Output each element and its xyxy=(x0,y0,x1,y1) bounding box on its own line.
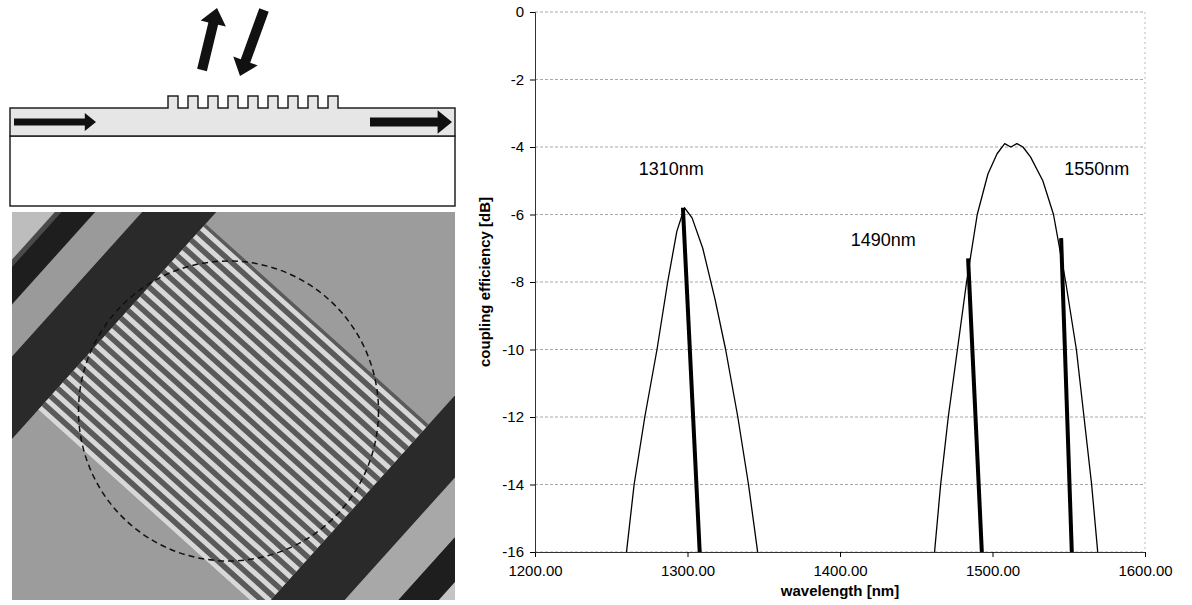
x-tick-label: 1400.00 xyxy=(813,562,867,579)
x-tick-mark xyxy=(688,552,689,557)
y-tick-label: -6 xyxy=(511,206,524,223)
efficiency-curve xyxy=(935,144,1098,552)
x-axis: 1200.00 1300.00 1400.00 1500.00 1600.00 xyxy=(508,552,1172,579)
schematic xyxy=(10,8,455,206)
sem-grating-line xyxy=(179,250,405,454)
y-tick-mark xyxy=(530,282,535,283)
y-tick: -2 xyxy=(511,71,535,88)
x-tick-mark xyxy=(1145,552,1146,557)
y-tick: -8 xyxy=(511,273,535,290)
y-tick-label: -12 xyxy=(502,408,524,425)
y-axis-line xyxy=(530,13,536,553)
grid-line xyxy=(535,79,1145,80)
grid-line xyxy=(535,282,1145,283)
grid-line xyxy=(535,417,1145,418)
x-tick: 1600.00 xyxy=(1118,552,1172,579)
x-tick: 1500.00 xyxy=(966,552,1020,579)
grid-line xyxy=(535,349,1145,350)
sem-fiber-spot xyxy=(79,261,379,561)
grid-line xyxy=(535,12,1145,13)
plot-frame xyxy=(1145,12,1146,552)
chart: 1200.00 1300.00 1400.00 1500.00 1600.00 0 -2 -4… xyxy=(476,3,1173,599)
x-tick-mark xyxy=(840,552,841,557)
y-tick-mark xyxy=(530,12,535,13)
arrow-down xyxy=(233,8,268,76)
grid-line xyxy=(535,484,1145,485)
sem-structure xyxy=(12,212,455,600)
sem-grating-area xyxy=(38,224,428,600)
y-tick-mark xyxy=(530,417,535,418)
sem-grating-line xyxy=(200,226,426,430)
substrate xyxy=(10,136,455,206)
y-tick-label: 0 xyxy=(516,3,524,20)
y-tick: 0 xyxy=(516,3,535,20)
arrow-up xyxy=(197,8,226,71)
x-tick: 1300.00 xyxy=(661,552,715,579)
y-tick-label: -16 xyxy=(502,543,524,560)
y-tick: -16 xyxy=(502,543,535,560)
annotation: 1550nm xyxy=(1064,159,1129,179)
sem-image xyxy=(0,0,842,605)
y-tick-mark xyxy=(530,485,535,486)
arrow-out xyxy=(370,110,452,133)
sem-waveguide xyxy=(12,212,455,600)
filter-edge-line xyxy=(1061,238,1072,552)
y-tick-label: -8 xyxy=(511,273,524,290)
y-tick-mark xyxy=(530,350,535,351)
efficiency-curve xyxy=(627,208,758,552)
annotation: 1490nm xyxy=(851,230,916,250)
y-tick: -6 xyxy=(511,206,535,223)
filter-edge-line xyxy=(968,258,982,552)
x-tick-label: 1300.00 xyxy=(661,562,715,579)
arrow-in xyxy=(14,113,96,131)
y-axis-title: coupling efficiency [dB] xyxy=(476,197,493,367)
y-tick: -12 xyxy=(502,408,535,425)
annotation: 1310nm xyxy=(639,159,704,179)
x-axis-line xyxy=(536,553,1146,558)
y-tick-label: -10 xyxy=(502,341,524,358)
x-tick-label: 1200.00 xyxy=(508,562,562,579)
waveguide-layer xyxy=(10,96,455,136)
plot-lines xyxy=(627,144,1098,552)
canvas: 1200.00 1300.00 1400.00 1500.00 1600.00 0 -2 -4… xyxy=(0,0,1192,605)
x-tick-label: 1600.00 xyxy=(1118,562,1172,579)
filter-edge-line xyxy=(683,208,700,552)
y-tick-label: -4 xyxy=(511,138,524,155)
x-tick-mark xyxy=(993,552,994,557)
sem-grating-line xyxy=(193,234,419,438)
y-tick: -14 xyxy=(502,476,535,493)
sem-grating-line xyxy=(172,258,398,462)
x-tick: 1400.00 xyxy=(813,552,867,579)
y-tick-mark xyxy=(530,552,535,553)
grid-line xyxy=(535,147,1145,148)
y-tick-label: -14 xyxy=(502,476,524,493)
annotations: 1310nm 1490nm 1550nm xyxy=(639,159,1130,250)
grid xyxy=(535,12,1145,552)
x-tick-label: 1500.00 xyxy=(966,562,1020,579)
y-tick-mark xyxy=(530,147,535,148)
y-tick: -4 xyxy=(511,138,535,155)
x-axis-title: wavelength [nm] xyxy=(780,582,899,599)
y-tick: -10 xyxy=(502,341,535,358)
y-axis: 0 -2 -4 -6 -8 -10 -12 -14 -16 xyxy=(502,3,535,560)
y-tick-mark xyxy=(530,80,535,81)
y-tick-mark xyxy=(530,215,535,216)
y-tick-label: -2 xyxy=(511,71,524,88)
